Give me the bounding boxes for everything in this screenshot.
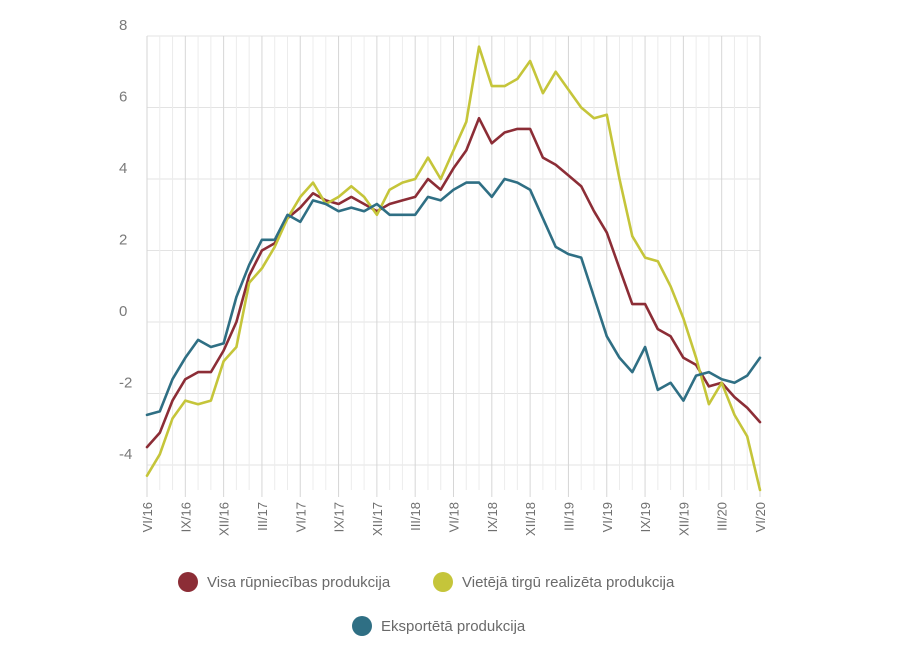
y-tick-label: 6 [119, 89, 127, 106]
x-tick-label: III/19 [561, 502, 576, 531]
legend-dot-domestic [433, 572, 453, 592]
series-line-0 [145, 116, 762, 449]
y-axis: 8 6 4 2 0 -2 -4 [119, 17, 132, 463]
x-tick-label: XII/16 [217, 502, 232, 536]
x-tick-label: XII/17 [370, 502, 385, 536]
series-line-2 [145, 177, 762, 417]
x-tick-label: XII/18 [523, 502, 538, 536]
x-tick-label: IX/16 [178, 502, 193, 532]
legend-item-total: Visa rūpniecības produkcija [178, 572, 390, 592]
y-tick-label: -2 [119, 375, 132, 392]
x-tick-label: VI/18 [447, 502, 462, 532]
legend-label-total: Visa rūpniecības produkcija [207, 573, 391, 591]
x-tick-label: VI/19 [600, 502, 615, 532]
y-tick-label: 8 [119, 17, 127, 34]
y-tick-label: 2 [119, 232, 127, 249]
x-tick-label: III/18 [408, 502, 423, 531]
series-lines [145, 45, 762, 492]
y-tick-label: 0 [119, 303, 127, 320]
x-tick-label: VI/16 [140, 502, 155, 532]
x-tick-label: IX/18 [485, 502, 500, 532]
x-tick-label: XII/19 [676, 502, 691, 536]
legend-label-domestic: Vietējā tirgū realizēta produkcija [462, 573, 675, 591]
x-tick-label: III/17 [255, 502, 270, 531]
legend-item-domestic: Vietējā tirgū realizēta produkcija [433, 572, 674, 592]
x-tick-label: VI/20 [753, 502, 768, 532]
y-tick-label: -4 [119, 446, 132, 463]
x-tick-label: III/20 [715, 502, 730, 531]
legend-dot-total [178, 572, 198, 592]
legend-dot-export [352, 616, 372, 636]
legend-label-export: Eksportētā produkcija [381, 617, 526, 635]
x-tick-label: VI/17 [293, 502, 308, 532]
x-axis: VI/16 IX/16 XII/16 III/17 VI/17 IX/17 XII/17 II… [140, 36, 768, 536]
legend-item-export: Eksportētā produkcija [352, 616, 525, 636]
series-line-1 [145, 45, 762, 492]
x-tick-label: IX/17 [332, 502, 347, 532]
x-tick-label: IX/19 [638, 502, 653, 532]
y-tick-label: 4 [119, 160, 127, 177]
